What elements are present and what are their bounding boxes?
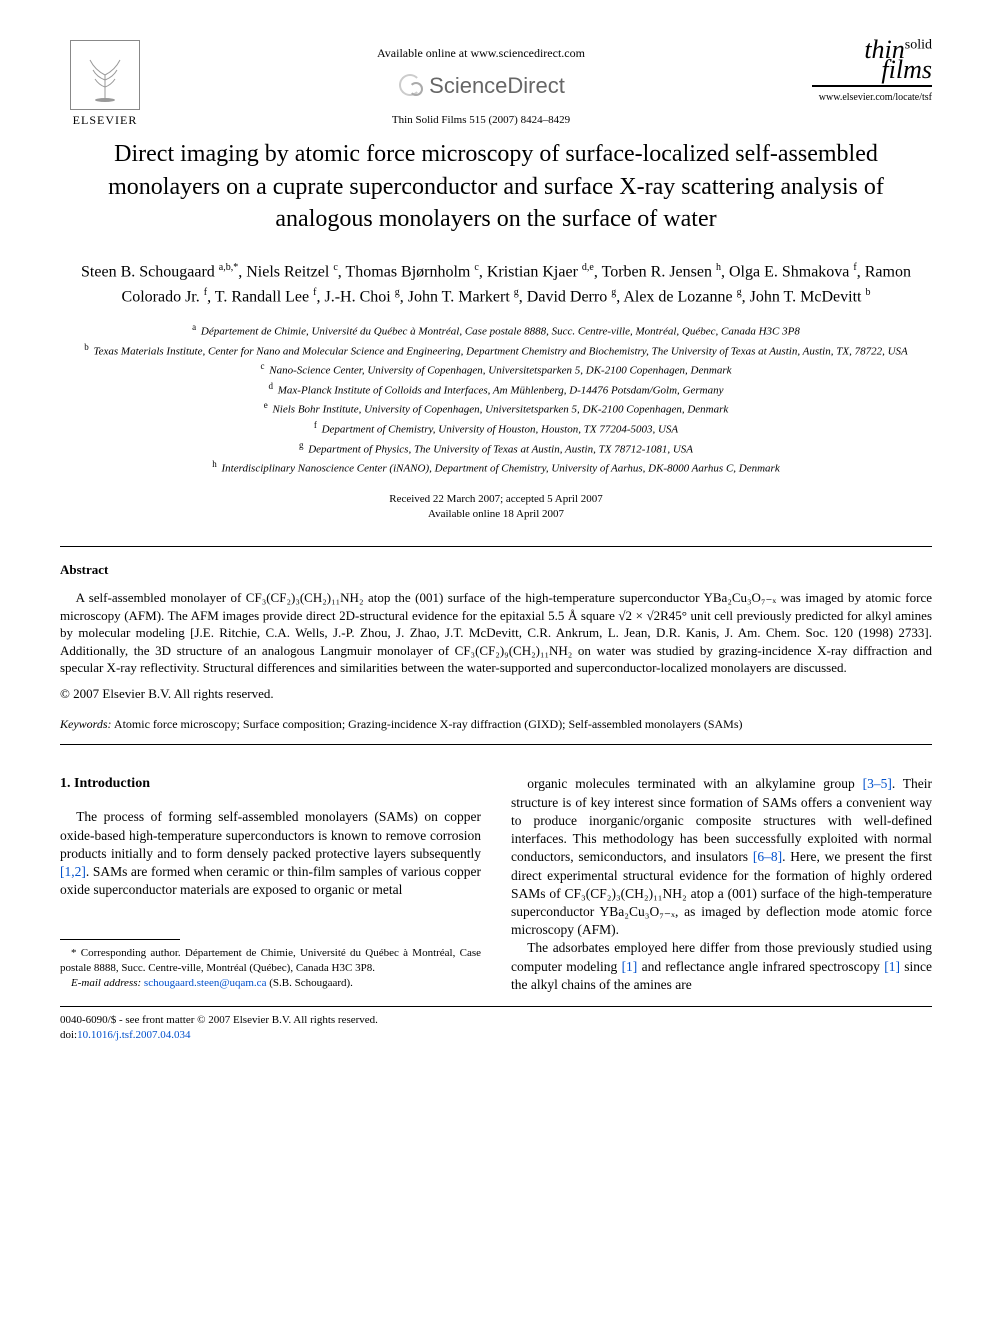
email-line: E-mail address: schougaard.steen@uqam.ca… — [60, 976, 481, 991]
column-left: 1. Introduction The process of forming s… — [60, 775, 481, 994]
divider — [60, 744, 932, 745]
affiliation-line: b Texas Materials Institute, Center for … — [70, 341, 922, 361]
affiliation-line: a Département de Chimie, Université du Q… — [70, 321, 922, 341]
footnote-block: * Corresponding author. Département de C… — [60, 946, 481, 991]
journal-reference: Thin Solid Films 515 (2007) 8424–8429 — [150, 113, 812, 128]
column-right: organic molecules terminated with an alk… — [511, 775, 932, 994]
citation-link[interactable]: [6–8] — [753, 849, 782, 864]
sciencedirect-logo: ScienceDirect — [150, 71, 812, 101]
abstract-heading: Abstract — [60, 561, 932, 579]
citation-link[interactable]: [1] — [622, 959, 638, 974]
elsevier-label: ELSEVIER — [60, 112, 150, 128]
affiliation-line: c Nano-Science Center, University of Cop… — [70, 360, 922, 380]
article-dates: Received 22 March 2007; accepted 5 April… — [60, 492, 932, 522]
tsf-solid: solid — [905, 37, 932, 52]
authors-list: Steen B. Schougaard a,b,*, Niels Reitzel… — [80, 260, 912, 309]
affiliation-line: h Interdisciplinary Nanoscience Center (… — [70, 458, 922, 478]
sciencedirect-swirl-icon — [397, 72, 425, 100]
journal-url: www.elsevier.com/locate/tsf — [812, 91, 932, 105]
email-label: E-mail address: — [71, 977, 141, 989]
email-link[interactable]: schougaard.steen@uqam.ca — [144, 977, 267, 989]
citation-link[interactable]: [3–5] — [863, 776, 892, 791]
body-columns: 1. Introduction The process of forming s… — [60, 775, 932, 994]
copyright-line: © 2007 Elsevier B.V. All rights reserved… — [60, 685, 932, 703]
abstract-text: A self-assembled monolayer of CF₃(CF₂)₃(… — [60, 589, 932, 677]
body-paragraph: organic molecules terminated with an alk… — [511, 775, 932, 939]
journal-logo-block: thinsolid films www.elsevier.com/locate/… — [812, 40, 932, 105]
header-row: ELSEVIER Available online at www.science… — [60, 40, 932, 128]
divider — [60, 546, 932, 547]
online-date: Available online 18 April 2007 — [60, 507, 932, 522]
available-online-text: Available online at www.sciencedirect.co… — [150, 45, 812, 61]
affiliation-line: f Department of Chemistry, University of… — [70, 419, 922, 439]
keywords-text: Atomic force microscopy; Surface composi… — [112, 717, 743, 731]
footnote-separator — [60, 939, 180, 940]
doi-line: doi:10.1016/j.tsf.2007.04.034 — [60, 1028, 932, 1043]
article-title: Direct imaging by atomic force microscop… — [80, 138, 912, 235]
footer-block: 0040-6090/$ - see front matter © 2007 El… — [60, 1013, 932, 1043]
corresponding-author-note: * Corresponding author. Département de C… — [60, 946, 481, 976]
citation-link[interactable]: [1,2] — [60, 864, 86, 879]
elsevier-logo-block: ELSEVIER — [60, 40, 150, 128]
body-paragraph: The process of forming self-assembled mo… — [60, 808, 481, 899]
affiliation-line: e Niels Bohr Institute, University of Co… — [70, 399, 922, 419]
affiliation-line: g Department of Physics, The University … — [70, 439, 922, 459]
citation-link[interactable]: [1] — [884, 959, 900, 974]
abstract-body: A self-assembled monolayer of CF₃(CF₂)₃(… — [60, 589, 932, 677]
section-heading: 1. Introduction — [60, 775, 481, 794]
keywords-label: Keywords: — [60, 717, 112, 731]
center-header: Available online at www.sciencedirect.co… — [150, 40, 812, 128]
sciencedirect-text: ScienceDirect — [429, 71, 565, 101]
affiliations-list: a Département de Chimie, Université du Q… — [70, 321, 922, 478]
doi-link[interactable]: 10.1016/j.tsf.2007.04.034 — [77, 1029, 190, 1041]
keywords-line: Keywords: Atomic force microscopy; Surfa… — [60, 716, 932, 732]
received-date: Received 22 March 2007; accepted 5 April… — [60, 492, 932, 507]
thin-solid-films-logo: thinsolid films — [812, 40, 932, 87]
issn-line: 0040-6090/$ - see front matter © 2007 El… — [60, 1013, 932, 1028]
elsevier-tree-icon — [70, 40, 140, 110]
footer-divider — [60, 1006, 932, 1007]
body-paragraph: The adsorbates employed here differ from… — [511, 939, 932, 994]
affiliation-line: d Max-Planck Institute of Colloids and I… — [70, 380, 922, 400]
